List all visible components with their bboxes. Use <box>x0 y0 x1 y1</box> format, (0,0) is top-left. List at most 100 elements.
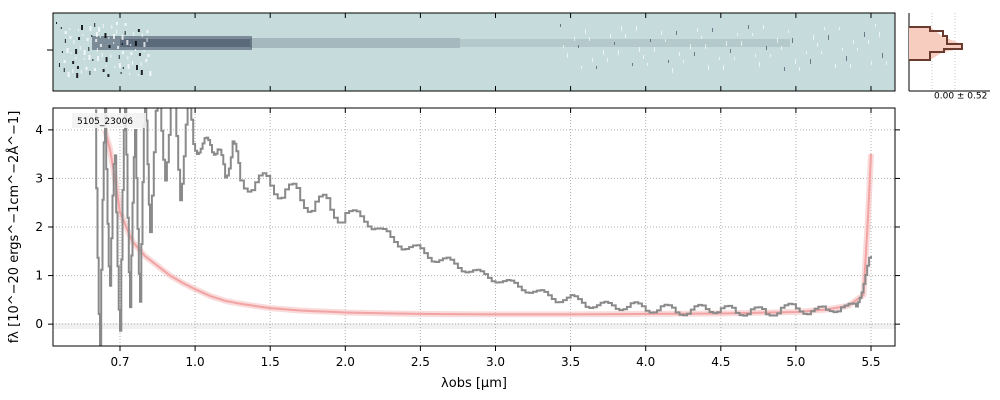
spectrum-2d-noise-pixel <box>94 23 96 27</box>
spectrum-2d-trace-faint <box>460 39 790 47</box>
spectrum-2d-edge-noise <box>795 59 796 64</box>
spectrum-2d-edge-noise <box>643 55 644 59</box>
spectrum-2d-noise-pixel <box>120 72 122 74</box>
spectrum-2d-noise-pixel <box>97 56 99 61</box>
spectrum-2d-noise-pixel <box>91 35 93 37</box>
spectrum-2d-edge-noise <box>560 24 561 27</box>
spectrum-2d-noise-pixel <box>67 72 70 77</box>
spectrum-2d-noise-pixel <box>66 48 69 53</box>
spectrum-2d-edge-noise <box>799 67 800 71</box>
spectrum-2d-edge-noise <box>755 54 756 57</box>
spectrum-2d-noise-pixel <box>116 30 118 34</box>
spectrum-2d-noise-pixel <box>146 38 148 42</box>
spectrum-2d-noise-pixel <box>149 71 152 76</box>
spectrum-2d-noise-pixel <box>118 63 121 68</box>
spectrum-2d-background <box>52 12 896 92</box>
spectrum-2d-edge-noise <box>621 26 622 31</box>
x-tick-label: 2.0 <box>336 355 355 369</box>
spectrum-2d-noise-pixel <box>81 25 83 30</box>
spectrum-2d-edge-noise <box>578 45 579 48</box>
spectrum-2d-edge-noise <box>784 67 785 71</box>
spectrum-2d-noise-pixel <box>88 47 90 51</box>
spectrum-2d-noise-pixel <box>61 51 63 53</box>
spectrum-2d-trace-mid <box>250 38 460 48</box>
spectrum-2d-edge-noise <box>842 48 843 51</box>
spectrum-2d-edge-noise <box>853 40 854 44</box>
spectrum-2d-noise-pixel <box>115 22 118 25</box>
spectrum-2d-noise-pixel <box>95 39 98 42</box>
spectrum-2d-edge-noise <box>839 27 840 30</box>
x-tick-label: 2.5 <box>411 355 430 369</box>
axes-ticks: 0.7 1.0 1.5 2.0 2.5 3.0 3.5 4.0 4.5 5.0 5.5 0 1 2 3 4 <box>35 13 900 369</box>
spectrum-2d-noise-pixel <box>78 37 81 40</box>
y-tick-label: 1 <box>35 269 43 283</box>
spectrum-2d-noise-pixel <box>105 57 108 62</box>
x-tick-label: 1.5 <box>261 355 280 369</box>
spectrum-2d-edge-noise <box>697 28 698 32</box>
spectrum-2d-edge-noise <box>705 44 706 49</box>
spectrum-2d-noise-pixel <box>72 61 75 64</box>
spectrum-2d-noise-pixel <box>96 48 98 52</box>
spectrum-2d-noise-pixel <box>113 42 115 44</box>
spectrum-2d-noise-pixel <box>64 39 66 43</box>
object-id-label: 5105_23006 <box>77 117 133 127</box>
spectrum-2d-edge-noise <box>701 36 702 39</box>
spectrum-2d-noise-pixel <box>64 31 67 34</box>
spectrum-2d-edge-noise <box>665 39 666 42</box>
spectrum-2d-noise-pixel <box>99 44 102 47</box>
spectrum-2d-noise-pixel <box>86 38 89 41</box>
spectrum-2d-noise-pixel <box>98 27 101 32</box>
spectrum-2d-edge-noise <box>850 64 851 68</box>
spectrum-2d-noise-pixel <box>60 27 62 29</box>
spectrum-2d-edge-noise <box>730 49 731 53</box>
spectrum-2d-trace-core <box>120 39 250 47</box>
spectrum-2d-noise-pixel <box>121 43 123 45</box>
spectrum-2d-edge-noise <box>770 54 771 57</box>
spectrum-2d-noise-pixel <box>92 59 94 61</box>
spectrum-2d-noise-pixel <box>138 53 141 56</box>
spectrum-2d-edge-noise <box>719 57 720 60</box>
spectrum-2d-edge-noise <box>581 66 582 69</box>
spectrum-2d-edge-noise <box>875 24 876 27</box>
spectrum-2d-edge-noise <box>846 56 847 61</box>
spectrum-2d-edge-noise <box>679 52 680 56</box>
spectrum-2d-edge-noise <box>672 68 673 73</box>
spectrum-2d-noise-pixel <box>143 50 145 52</box>
spectrum-2d-noise-pixel <box>124 23 127 26</box>
spectrum-2d-noise-pixel <box>89 71 91 75</box>
spectrum-2d-noise-pixel <box>118 55 120 59</box>
spectrum-2d-noise-pixel <box>146 30 149 33</box>
spectrum-2d-noise-pixel <box>137 29 140 32</box>
spectrum-2d-noise-pixel <box>143 42 146 47</box>
spectrum-2d-edge-noise <box>835 64 836 68</box>
spectrum-2d-noise-pixel <box>130 44 132 46</box>
x-axis-label: λobs [μm] <box>441 376 507 391</box>
x-tick-label: 5.0 <box>786 355 805 369</box>
spectrum-2d-noise-pixel <box>76 73 79 78</box>
histogram-label: 0.00 ± 0.52 <box>934 92 987 102</box>
spectrum-2d-edge-noise <box>712 28 713 32</box>
spectrum-2d-noise-pixel <box>126 40 129 45</box>
spectrum-2d-noise-pixel <box>73 40 75 44</box>
zero-band <box>53 323 895 329</box>
spectrum-2d-noise-pixel <box>72 69 74 73</box>
spectrum-2d-noise-pixel <box>80 70 82 74</box>
spectrum-2d-edge-noise <box>824 27 825 30</box>
spectrum-2d-noise-pixel <box>99 36 101 38</box>
histogram-panel: 0.00 ± 0.52 <box>908 13 990 102</box>
spectrum-2d-edge-noise <box>748 25 749 29</box>
spectrum-2d-noise-pixel <box>56 22 57 24</box>
spectrum-2d-edge-noise <box>810 59 811 64</box>
x-tick-label: 4.0 <box>636 355 655 369</box>
x-tick-label: 4.5 <box>711 355 730 369</box>
spectrum-2d-noise-pixel <box>134 41 137 46</box>
spectrum-2d-noise-pixel <box>135 49 137 51</box>
y-tick-label: 0 <box>35 317 43 331</box>
spectrum-2d-noise-pixel <box>83 58 85 60</box>
spectrum-2d-noise-pixel <box>129 73 131 75</box>
spectrum-2d-noise-pixel <box>107 74 110 77</box>
spectrum-2d-edge-noise <box>766 46 767 50</box>
spectrum-2d-noise-pixel <box>130 52 133 55</box>
spectrum-2d-edge-noise <box>647 63 648 66</box>
spectrum-2d-noise-pixel <box>113 34 115 39</box>
